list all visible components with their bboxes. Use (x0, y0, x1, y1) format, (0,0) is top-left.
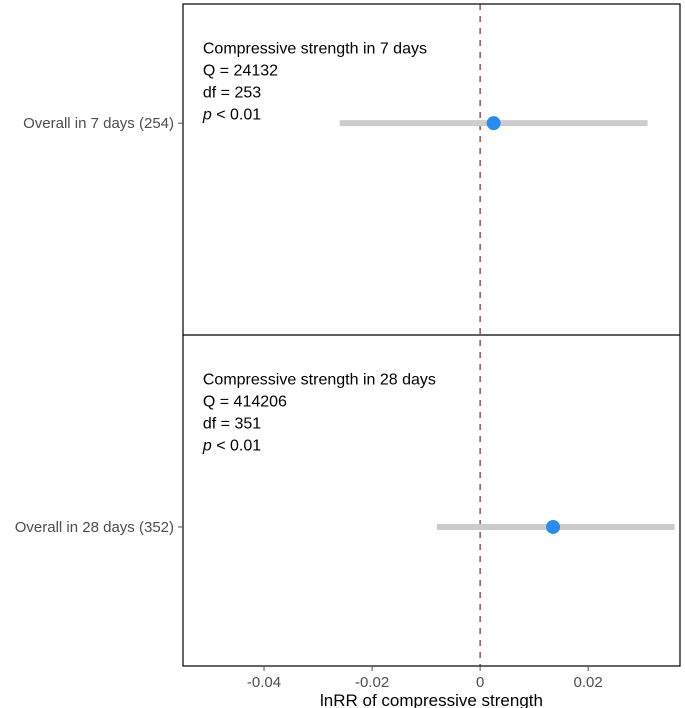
svg-text:0.02: 0.02 (574, 674, 603, 691)
svg-text:-0.02: -0.02 (355, 674, 389, 691)
svg-text:Q = 414206: Q = 414206 (203, 394, 287, 411)
svg-text:Overall in 28 days (352): Overall in 28 days (352) (15, 519, 174, 536)
svg-text:Compressive strength in 7 days: Compressive strength in 7 days (203, 41, 427, 58)
svg-text:-0.04: -0.04 (247, 674, 281, 691)
svg-text:0: 0 (476, 674, 484, 691)
x-axis-label: lnRR of compressive strength (320, 691, 543, 708)
svg-text:Overall in 7 days (254): Overall in 7 days (254) (23, 115, 174, 132)
svg-text:Q = 24132: Q = 24132 (203, 63, 278, 80)
svg-text:df = 351: df = 351 (203, 416, 261, 433)
svg-text:p < 0.01: p < 0.01 (202, 438, 261, 455)
svg-text:df = 253: df = 253 (203, 85, 261, 102)
svg-text:Compressive strength in 28 day: Compressive strength in 28 days (203, 372, 436, 389)
forest-plot: Compressive strength in 7 days Q = 24132 d… (0, 0, 685, 708)
svg-text:p < 0.01: p < 0.01 (202, 107, 261, 124)
